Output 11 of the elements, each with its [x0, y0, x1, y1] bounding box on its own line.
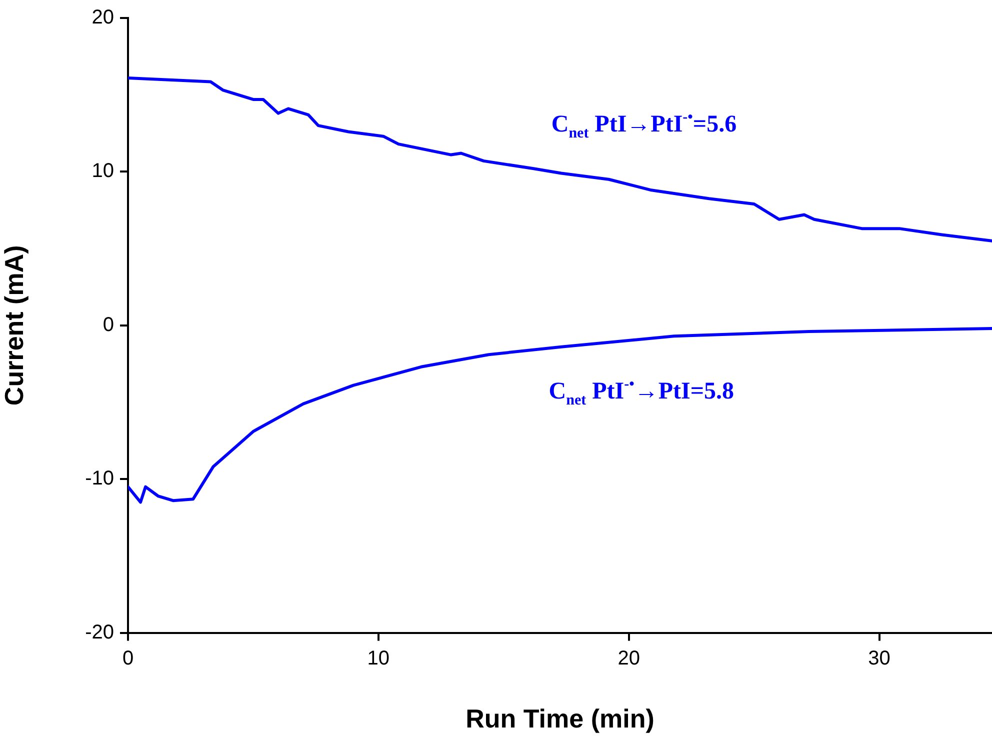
x-axis-title: Run Time (min) — [466, 704, 654, 734]
y-axis-title: Current (mA) — [0, 245, 29, 406]
y-tick-label: 20 — [92, 6, 114, 29]
x-tick-label: 20 — [618, 647, 640, 670]
y-tick-label: 10 — [92, 160, 114, 182]
x-tick-label: 0 — [122, 647, 134, 670]
x-tick-label: 30 — [868, 647, 890, 670]
y-tick-label: 0 — [102, 314, 114, 336]
y-tick-label: -10 — [85, 468, 114, 490]
x-tick-label: 10 — [367, 647, 390, 670]
y-tick-label: -20 — [85, 621, 114, 644]
